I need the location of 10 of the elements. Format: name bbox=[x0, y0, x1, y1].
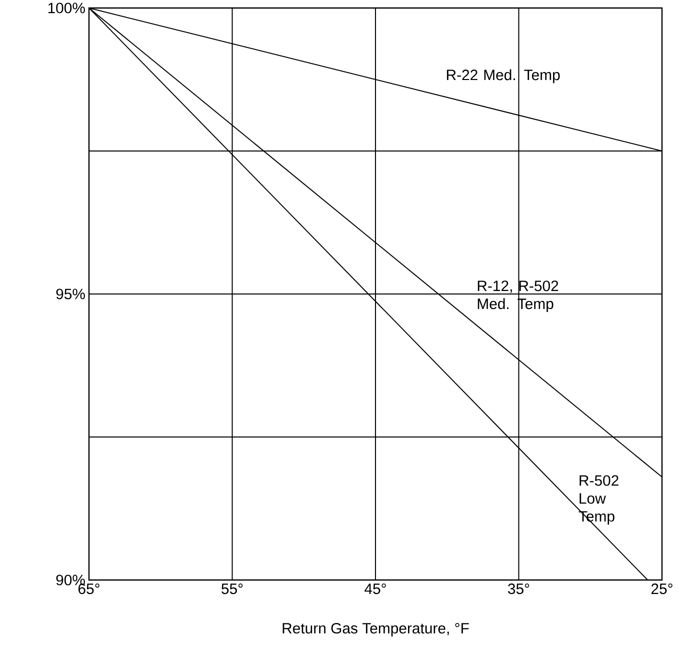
y-tick-label: 95% bbox=[56, 288, 85, 300]
x-tick-label: 35° bbox=[508, 584, 530, 594]
x-tick-label: 65° bbox=[78, 584, 100, 594]
x-tick-label: 45° bbox=[364, 584, 386, 594]
y-tick-label: 100% bbox=[48, 2, 85, 14]
x-tick-label: 55° bbox=[222, 584, 243, 594]
y-tick-label: 90% bbox=[56, 574, 85, 586]
x-tick-label: 25° bbox=[651, 584, 672, 594]
x-axis-title: Return Gas Temperature, °F bbox=[282, 622, 469, 636]
series-label: R-22 Med. Temp bbox=[446, 69, 560, 84]
